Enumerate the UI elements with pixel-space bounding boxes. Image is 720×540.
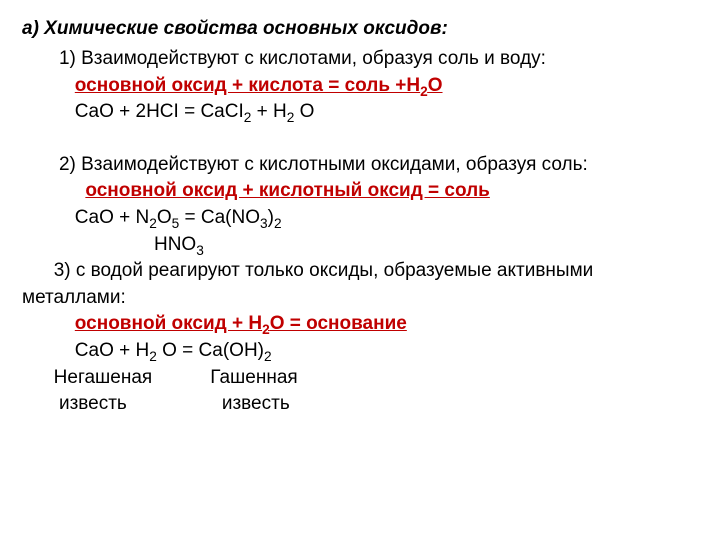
- s2-equation2: HNO3: [22, 232, 698, 259]
- s3-names-line1: Негашеная Гашенная: [22, 365, 698, 392]
- s3-scheme: основной оксид + Н2О = основание: [22, 311, 698, 338]
- s3-equation: CaO + H2 O = Ca(OH)2: [22, 338, 698, 365]
- s1-equation: CaO + 2HCI = CaCI2 + H2 O: [22, 99, 698, 126]
- s1-intro: 1) Взаимодействуют с кислотами, образуя …: [22, 46, 698, 73]
- s2-scheme: основной оксид + кислотный оксид = соль: [22, 178, 698, 205]
- s3-intro: 3) с водой реагируют только оксиды, обра…: [22, 258, 698, 311]
- s1-scheme: основной оксид + кислота = соль +Н2О: [22, 73, 698, 100]
- s3-names-line2: известь известь: [22, 391, 698, 418]
- section-title: а) Химические свойства основных оксидов:: [22, 18, 698, 40]
- s2-equation1: CaO + N2O5 = Ca(NO3)2: [22, 205, 698, 232]
- s2-intro: 2) Взаимодействуют с кислотными оксидами…: [22, 152, 698, 179]
